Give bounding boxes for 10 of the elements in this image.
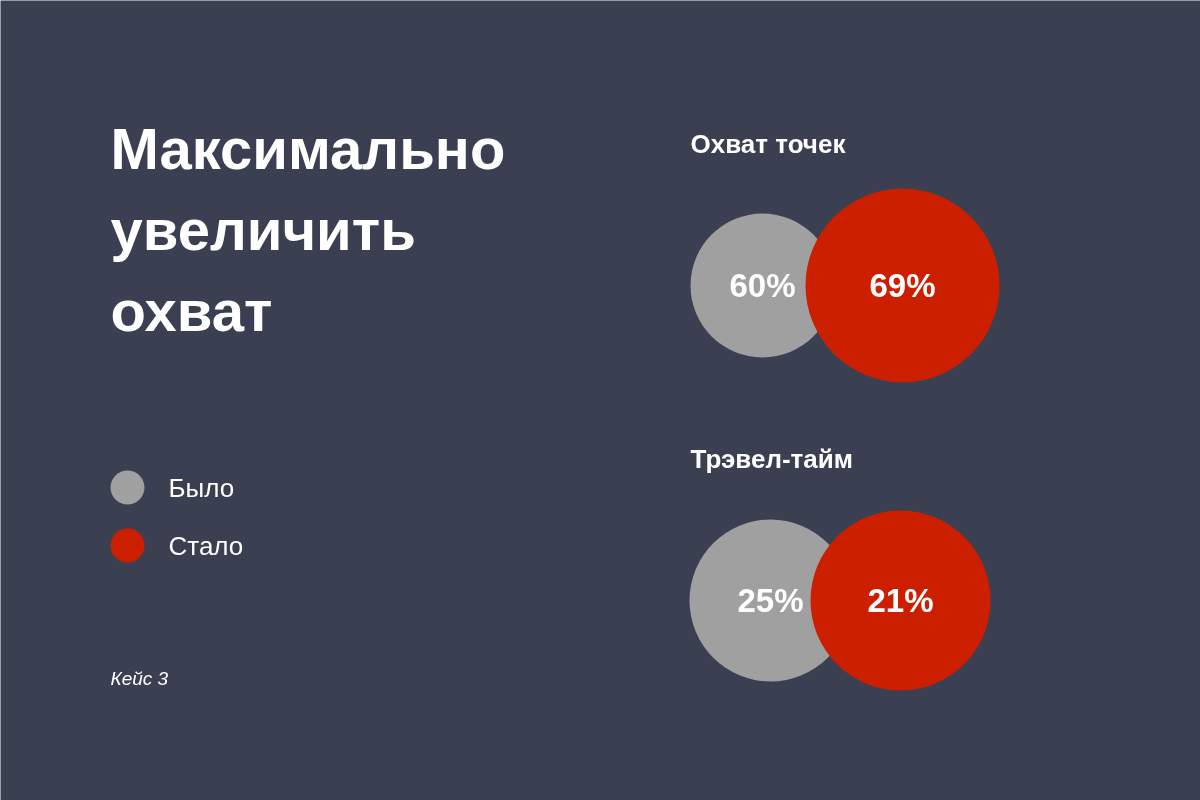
text: Трэвел-тайм <box>690 443 853 474</box>
data-label: 25% <box>737 582 804 619</box>
text: Кейс 3 <box>110 668 169 689</box>
text: Максимально увеличить охват <box>110 116 506 343</box>
data-label: 21% <box>867 582 934 619</box>
data-label: 60% <box>729 267 796 304</box>
legend-label: Было <box>168 472 235 503</box>
data-label: 69% <box>869 267 936 304</box>
text: Охват точек <box>690 128 847 159</box>
legend-label: Стало <box>168 530 244 561</box>
